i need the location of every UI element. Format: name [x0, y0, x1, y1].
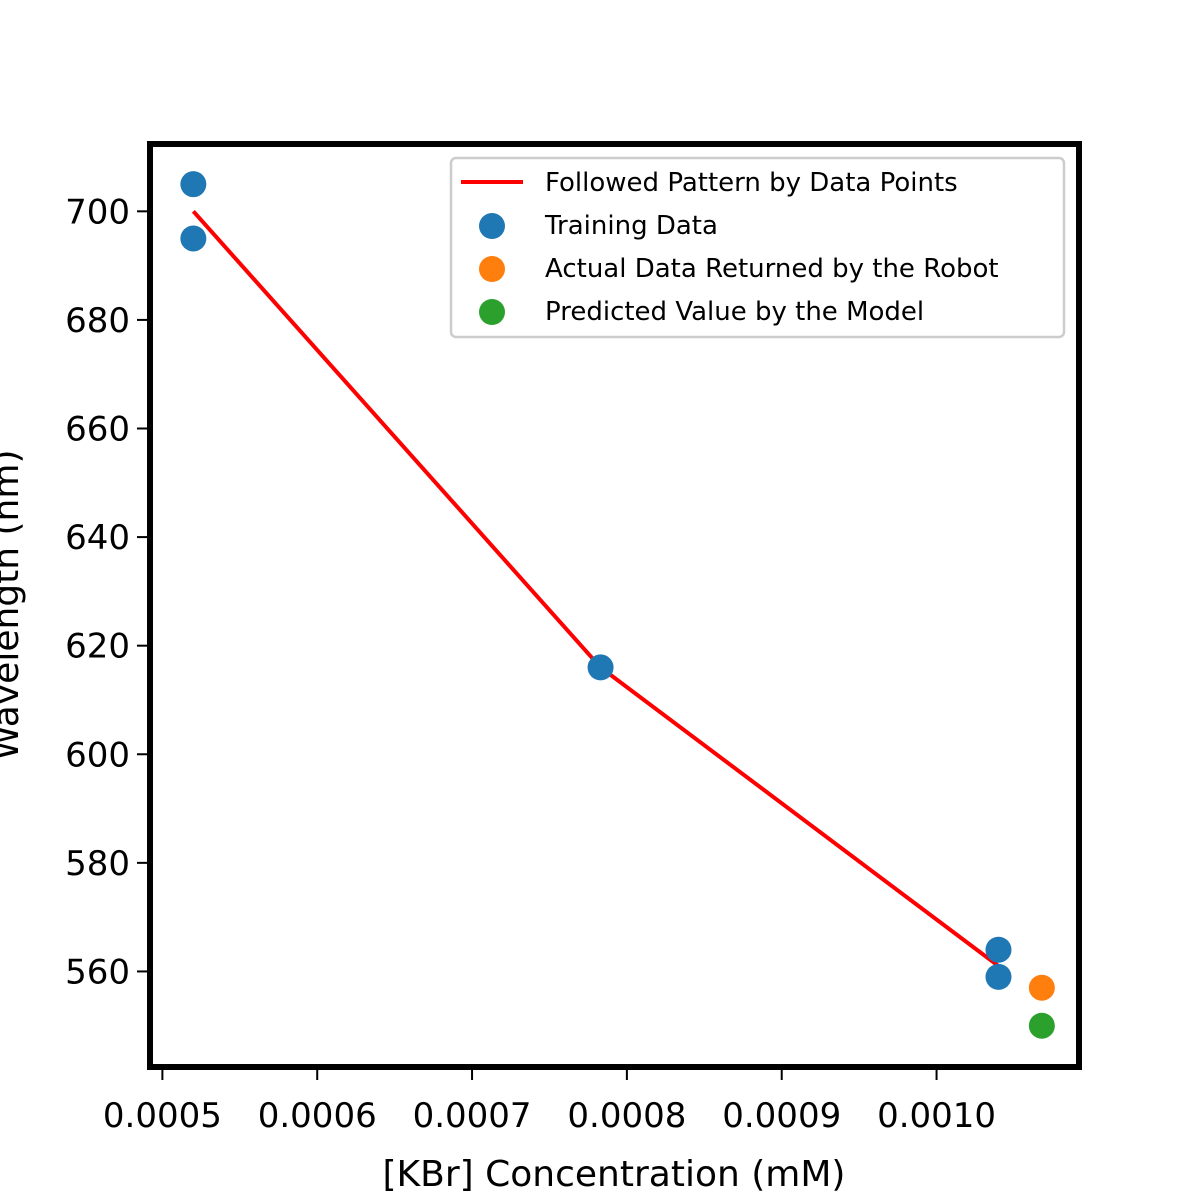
- x-tick-label: 0.0009: [722, 1096, 841, 1136]
- legend-label-predicted: Predicted Value by the Model: [545, 297, 924, 327]
- legend-label-pattern: Followed Pattern by Data Points: [545, 168, 958, 198]
- x-axis-label: [KBr] Concentration (mM): [383, 1154, 846, 1195]
- y-axis-ticks: 560 580 600 620 640 660 680 700: [65, 192, 147, 992]
- y-tick-label: 600: [65, 735, 130, 775]
- x-axis-ticks: 0.0005 0.0006 0.0007 0.0008 0.0009 0.0010: [103, 1070, 996, 1136]
- data-point: [1028, 974, 1055, 1001]
- legend-marker-training: [479, 213, 505, 239]
- x-tick-label: 0.0010: [877, 1096, 996, 1136]
- legend-box: [449, 156, 1066, 339]
- x-tick-label: 0.0005: [103, 1096, 222, 1136]
- data-point: [985, 936, 1012, 963]
- data-point: [180, 225, 207, 252]
- y-tick-label: 660: [65, 410, 130, 450]
- y-tick-label: 620: [65, 627, 130, 667]
- y-tick-label: 580: [65, 844, 130, 884]
- y-tick-label: 680: [65, 301, 130, 341]
- y-axis-label: Wavelength (nm): [0, 450, 27, 761]
- x-tick-label: 0.0007: [413, 1096, 532, 1136]
- x-tick-label: 0.0008: [567, 1096, 686, 1136]
- data-point: [985, 963, 1012, 990]
- y-tick-label: 640: [65, 518, 130, 558]
- x-tick-label: 0.0006: [258, 1096, 377, 1136]
- legend: Followed Pattern by Data Points Training…: [449, 156, 1066, 339]
- plot-frame: [147, 141, 1082, 1070]
- y-tick-label: 560: [65, 952, 130, 992]
- series-layer: [180, 171, 1055, 1039]
- legend-label-training: Training Data: [544, 211, 718, 241]
- legend-label-actual: Actual Data Returned by the Robot: [545, 254, 999, 284]
- data-point: [1028, 1012, 1055, 1039]
- data-point: [587, 654, 614, 681]
- y-tick-label: 700: [65, 192, 130, 232]
- legend-marker-actual: [479, 256, 505, 282]
- data-point: [180, 171, 207, 198]
- legend-marker-predicted: [479, 299, 505, 325]
